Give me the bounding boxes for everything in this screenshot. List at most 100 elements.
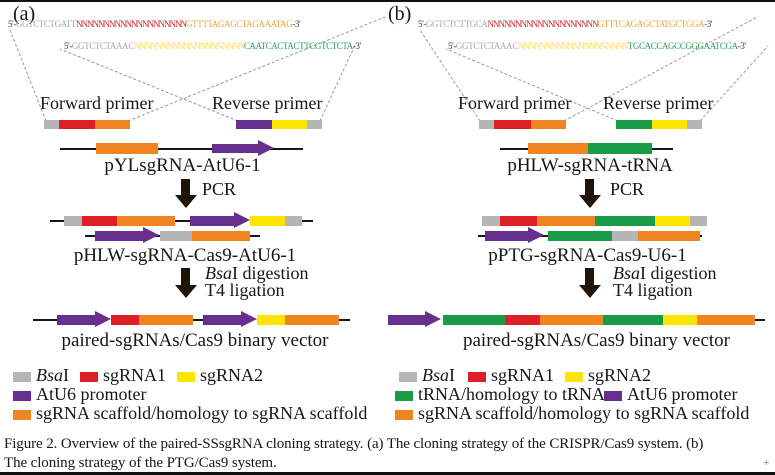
figure-caption-line2: The cloning strategy of the PTG/Cas9 sys… xyxy=(4,455,277,471)
legend-atu6-label: AtU6 promoter xyxy=(627,384,738,404)
scaffold-homology-box xyxy=(531,120,566,129)
seq-spacer-n: NNNNNNNNNNNNNNNNNNNN xyxy=(487,19,599,29)
dashed-connector xyxy=(419,29,481,122)
atu6-promoter-arrow-shaft xyxy=(57,315,95,325)
seq-3prime: -3' xyxy=(737,41,746,51)
legend-bsai-label: BsaI xyxy=(422,365,455,386)
top-border-rule xyxy=(0,0,775,2)
trna-box xyxy=(595,216,655,226)
pcr-step-label: PCR xyxy=(610,179,645,199)
scaffold-box xyxy=(697,315,755,325)
legend-sgrna2-swatch xyxy=(177,372,195,382)
atu6-promoter-arrow-shaft xyxy=(388,315,425,325)
figure-caption-line1: Figure 2. Overview of the paired-SSsgRNA… xyxy=(4,436,704,452)
seq-5prime: 5'- xyxy=(8,19,16,29)
scaffold-box xyxy=(192,231,250,241)
bsai-site-box xyxy=(44,120,59,129)
panel-b-label: (b) xyxy=(388,3,412,25)
ligation-step-label: T4 ligation xyxy=(205,280,285,300)
template-plasmid-name: pHLW-sgRNA-tRNA xyxy=(507,155,673,176)
panel-a-label: (a) xyxy=(13,3,36,25)
seq-spacer-n: NNNNNNNNNNNNNNNNNNNN xyxy=(133,41,245,51)
seq-bsai-anchor: GGTCTCTAAAC xyxy=(455,41,518,51)
legend-sgrna1-label: sgRNA1 xyxy=(491,365,555,385)
bsai-site-box xyxy=(612,231,638,241)
trna-box xyxy=(588,143,652,154)
bsa-italic: Bsa xyxy=(36,365,63,385)
sgrna2-box xyxy=(655,216,690,226)
atu6-promoter-arrow-shaft xyxy=(212,144,258,153)
atu6-promoter-arrow-shaft xyxy=(190,216,234,226)
scaffold-box xyxy=(139,315,193,325)
legend-atu6-swatch xyxy=(13,391,31,401)
digestion-arrow-icon xyxy=(585,268,594,286)
legend-bsai-swatch xyxy=(399,372,417,382)
digestion-rest: I digestion xyxy=(640,263,717,283)
legend-atu6-label: AtU6 promoter xyxy=(36,384,147,404)
atu6-promoter-arrowhead-icon xyxy=(425,311,441,327)
seq-spacer-n: NNNNNNNNNNNNNNNNNNNN xyxy=(76,19,187,29)
dashed-connector xyxy=(699,45,769,122)
final-vector-label: paired-sgRNAs/Cas9 binary vector xyxy=(61,330,329,351)
digestion-step-label: BsaI digestion xyxy=(613,263,717,284)
atu6-promoter-arrow-shaft xyxy=(485,231,528,241)
digestion-arrowhead-icon xyxy=(579,285,601,298)
pcr-step-label: PCR xyxy=(202,179,237,199)
seq-5prime: 5'- xyxy=(448,41,456,51)
seq-bsai-anchor: GGTCTCTGATT xyxy=(15,19,77,29)
atu6-promoter-box xyxy=(236,120,272,129)
bsa-italic: Bsa xyxy=(422,365,449,385)
vector-line xyxy=(755,319,765,321)
seq-5prime: 5'- xyxy=(418,19,426,29)
intermediate-plasmid-name: pPTG-sgRNA-Cas9-U6-1 xyxy=(488,245,687,266)
forward-primer-label: Forward primer xyxy=(40,93,154,113)
seq-spacer-n: NNNNNNNNNNNNNNNNNNNN xyxy=(517,41,629,51)
final-vector-label: paired-sgRNAs/Cas9 binary vector xyxy=(463,330,730,351)
trna-box xyxy=(548,231,612,241)
digestion-rest: I digestion xyxy=(232,263,309,283)
template-backbone-line xyxy=(60,148,303,150)
legend-bsai-label: BsaI xyxy=(36,365,69,386)
scaffold-box xyxy=(117,216,175,226)
atu6-promoter-arrowhead-icon xyxy=(241,311,257,327)
panel-a-bottom-strand: 5'-GGTCTCTAAACNNNNNNNNNNNNNNNNNNNNCAATCA… xyxy=(64,41,361,51)
seq-scaffold-tail: GTTTCAGAGCTATGCTGGA xyxy=(597,19,705,29)
sgrna1-box xyxy=(82,216,117,226)
sgrna1-box xyxy=(59,120,95,129)
fragment-line xyxy=(175,220,190,222)
bsa-rest: I xyxy=(63,365,69,385)
dashed-connector xyxy=(319,42,357,122)
legend-scaffold-swatch xyxy=(13,410,31,420)
digestion-step-label: BsaI digestion xyxy=(205,263,309,284)
fragment-line xyxy=(302,220,313,222)
sgrna2-box xyxy=(250,216,285,226)
dashed-connector xyxy=(9,29,47,122)
digestion-arrow-icon xyxy=(181,268,190,286)
vector-line xyxy=(339,319,350,321)
seq-bsai-anchor: GGTCTCTAAAC xyxy=(71,41,134,51)
legend-scaffold-swatch xyxy=(395,410,413,420)
sgrna1-box xyxy=(505,315,540,325)
dashed-connector xyxy=(59,48,239,122)
pcr-arrowhead-icon xyxy=(175,195,197,208)
pcr-arrow-icon xyxy=(585,179,594,196)
pcr-arrow-icon xyxy=(181,179,190,196)
seq-bsai-anchor: GGTCTCTTGCA xyxy=(425,19,488,29)
cursor-plus-artifact: + xyxy=(763,457,770,469)
sgrna2-box xyxy=(652,120,687,129)
scaffold-box xyxy=(285,315,339,325)
scaffold-box xyxy=(638,231,700,241)
scaffold-box xyxy=(537,216,595,226)
seq-3prime: -3' xyxy=(352,41,361,51)
sgrna2-box xyxy=(663,315,697,325)
sgrna1-box xyxy=(494,120,531,129)
dashed-connector xyxy=(445,48,619,122)
legend-sgrna2-label: sgRNA2 xyxy=(588,365,652,385)
bsai-site-box xyxy=(482,216,500,226)
seq-homology-tail: CAATCACTACTTCGTCTCTA xyxy=(243,41,353,51)
bsai-site-box xyxy=(479,120,494,129)
bsai-site-box xyxy=(687,120,702,129)
seq-3prime: -3' xyxy=(704,19,713,29)
